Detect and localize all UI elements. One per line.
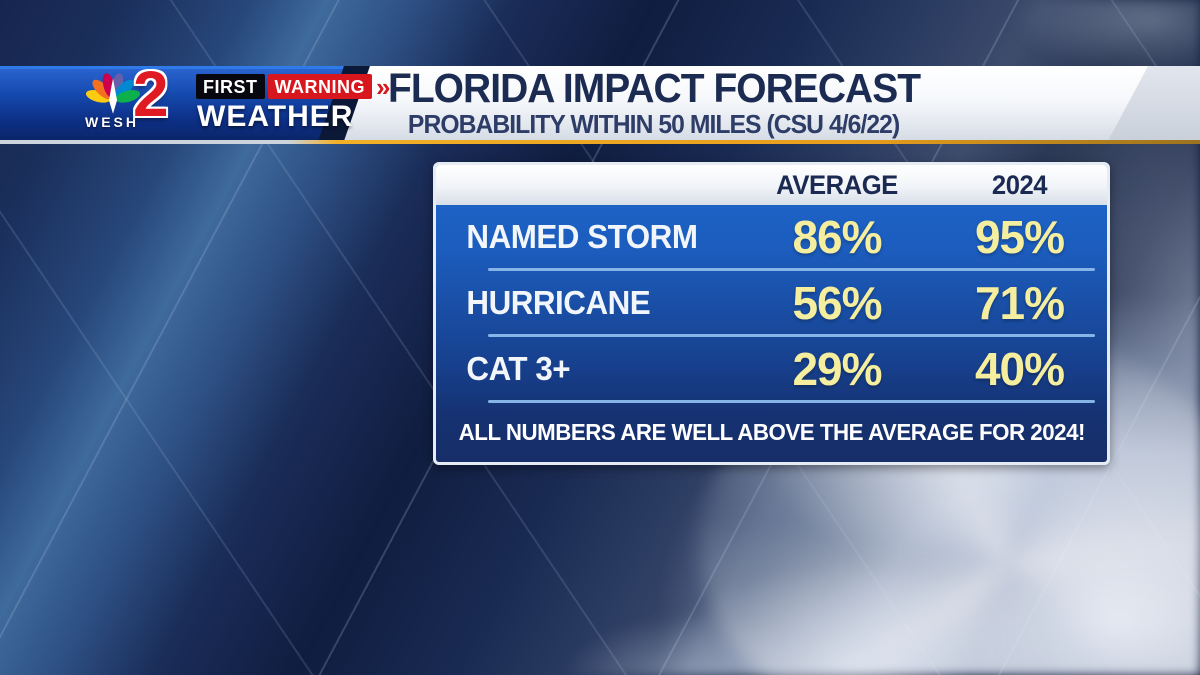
table-footnote-row: ALL NUMBERS ARE WELL ABOVE THE AVERAGE F… — [436, 403, 1107, 462]
average-value: 29% — [792, 342, 882, 395]
header-bar: WESH 2 FIRST WARNING » WEATHER FLORIDA I… — [0, 62, 1200, 141]
nbc-peacock-icon — [86, 73, 140, 114]
headline-bar — [344, 66, 1200, 141]
row-label: NAMED STORM — [466, 217, 698, 255]
average-value: 86% — [792, 210, 882, 263]
year-2024-value: 95% — [974, 210, 1065, 263]
warning-chip: WARNING — [267, 74, 372, 99]
double-chevron-icon: » — [376, 71, 391, 102]
page-subtitle: PROBABILITY WITHIN 50 MILES (CSU 4/6/22) — [408, 109, 900, 140]
page-title: FLORIDA IMPACT FORECAST — [387, 65, 921, 112]
table-footnote: ALL NUMBERS ARE WELL ABOVE THE AVERAGE F… — [458, 419, 1085, 445]
table-row: CAT 3+ 29% 40% — [436, 337, 1107, 400]
row-label: HURRICANE — [466, 283, 651, 321]
table-row: NAMED STORM 86% 95% — [436, 205, 1107, 268]
first-warning-chips: FIRST WARNING » — [196, 71, 391, 102]
channel-number: 2 — [133, 58, 169, 130]
column-header-2024: 2024 — [991, 169, 1048, 200]
table-header-row: AVERAGE 2024 — [436, 165, 1107, 205]
table-row: HURRICANE 56% 71% — [436, 271, 1107, 334]
row-divider — [488, 400, 1095, 403]
year-2024-value: 71% — [974, 276, 1065, 329]
gold-underline — [0, 140, 1200, 144]
first-chip: FIRST — [196, 74, 265, 99]
average-value: 56% — [792, 276, 882, 329]
forecast-table-card: AVERAGE 2024 NAMED STORM 86% 95% HURRICA… — [433, 162, 1110, 465]
year-2024-value: 40% — [974, 342, 1065, 395]
row-divider — [488, 268, 1095, 271]
weather-wordmark: WEATHER — [197, 100, 354, 133]
headline-block: FLORIDA IMPACT FORECAST PROBABILITY WITH… — [368, 66, 940, 141]
column-header-average: AVERAGE — [776, 169, 898, 200]
station-call-letters: WESH — [85, 114, 139, 130]
row-divider — [488, 334, 1095, 337]
row-label: CAT 3+ — [466, 349, 571, 387]
